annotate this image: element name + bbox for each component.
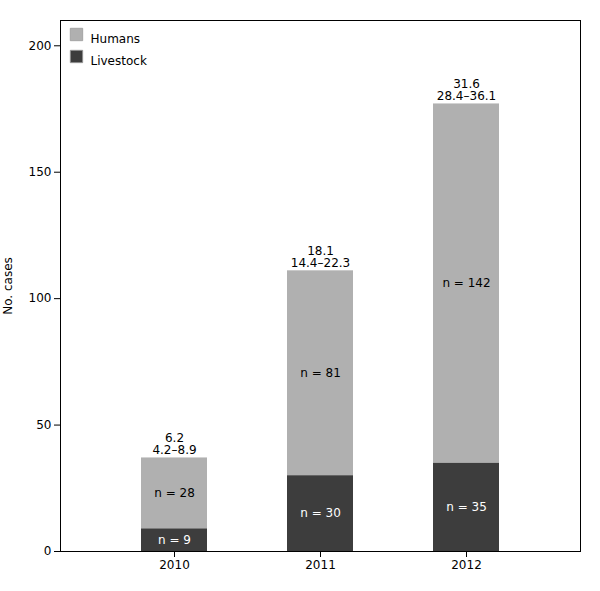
svg-text:n = 28: n = 28 <box>154 486 195 500</box>
svg-text:150: 150 <box>29 165 52 179</box>
svg-text:100: 100 <box>29 291 52 305</box>
svg-text:50: 50 <box>36 418 51 432</box>
svg-text:2010: 2010 <box>159 558 190 572</box>
svg-text:No. cases: No. cases <box>1 257 15 315</box>
svg-text:200: 200 <box>29 39 52 53</box>
svg-text:n = 9: n = 9 <box>158 533 191 547</box>
svg-text:2011: 2011 <box>305 558 336 572</box>
svg-text:18.114.4–22.3: 18.114.4–22.3 <box>291 244 350 270</box>
svg-text:n = 81: n = 81 <box>300 366 341 380</box>
svg-text:n = 30: n = 30 <box>300 506 341 520</box>
svg-text:Livestock: Livestock <box>91 54 147 68</box>
svg-text:Humans: Humans <box>91 32 141 46</box>
svg-text:6.24.2–8.9: 6.24.2–8.9 <box>152 431 196 457</box>
svg-text:31.628.4–36.1: 31.628.4–36.1 <box>437 77 496 103</box>
svg-text:2012: 2012 <box>451 558 482 572</box>
svg-text:0: 0 <box>44 544 52 558</box>
svg-text:n = 35: n = 35 <box>446 500 487 514</box>
svg-text:n = 142: n = 142 <box>442 276 490 290</box>
